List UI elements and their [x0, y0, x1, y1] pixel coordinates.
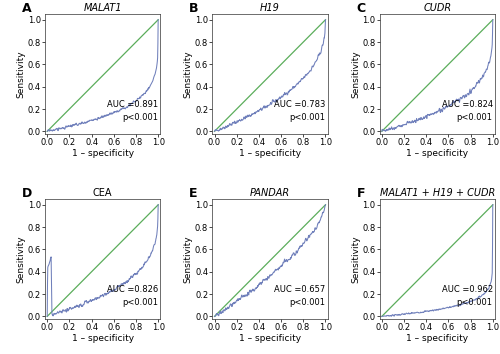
- Title: CEA: CEA: [93, 188, 112, 199]
- Text: AUC =0.783
p<0.001: AUC =0.783 p<0.001: [274, 100, 326, 122]
- Y-axis label: Sensitivity: Sensitivity: [351, 50, 360, 98]
- Text: B: B: [189, 2, 198, 15]
- Title: CUDR: CUDR: [423, 4, 452, 13]
- Text: AUC =0.891
p<0.001: AUC =0.891 p<0.001: [107, 100, 158, 122]
- Text: F: F: [356, 187, 365, 200]
- Y-axis label: Sensitivity: Sensitivity: [184, 50, 193, 98]
- Text: AUC =0.824
p<0.001: AUC =0.824 p<0.001: [442, 100, 492, 122]
- X-axis label: 1 – specificity: 1 – specificity: [239, 334, 301, 343]
- Text: C: C: [356, 2, 366, 15]
- Text: AUC =0.826
p<0.001: AUC =0.826 p<0.001: [107, 285, 158, 307]
- X-axis label: 1 – specificity: 1 – specificity: [72, 149, 134, 158]
- Title: MALAT1: MALAT1: [84, 4, 122, 13]
- Text: E: E: [189, 187, 198, 200]
- Text: D: D: [22, 187, 32, 200]
- Y-axis label: Sensitivity: Sensitivity: [351, 235, 360, 283]
- X-axis label: 1 – specificity: 1 – specificity: [406, 149, 468, 158]
- X-axis label: 1 – specificity: 1 – specificity: [406, 334, 468, 343]
- Text: A: A: [22, 2, 32, 15]
- X-axis label: 1 – specificity: 1 – specificity: [239, 149, 301, 158]
- Text: AUC =0.657
p<0.001: AUC =0.657 p<0.001: [274, 285, 326, 307]
- Y-axis label: Sensitivity: Sensitivity: [184, 235, 193, 283]
- Text: AUC =0.962
p<0.001: AUC =0.962 p<0.001: [442, 285, 492, 307]
- Title: H19: H19: [260, 4, 280, 13]
- Title: PANDAR: PANDAR: [250, 188, 290, 199]
- Title: MALAT1 + H19 + CUDR: MALAT1 + H19 + CUDR: [380, 188, 495, 199]
- Y-axis label: Sensitivity: Sensitivity: [16, 50, 26, 98]
- X-axis label: 1 – specificity: 1 – specificity: [72, 334, 134, 343]
- Y-axis label: Sensitivity: Sensitivity: [16, 235, 26, 283]
